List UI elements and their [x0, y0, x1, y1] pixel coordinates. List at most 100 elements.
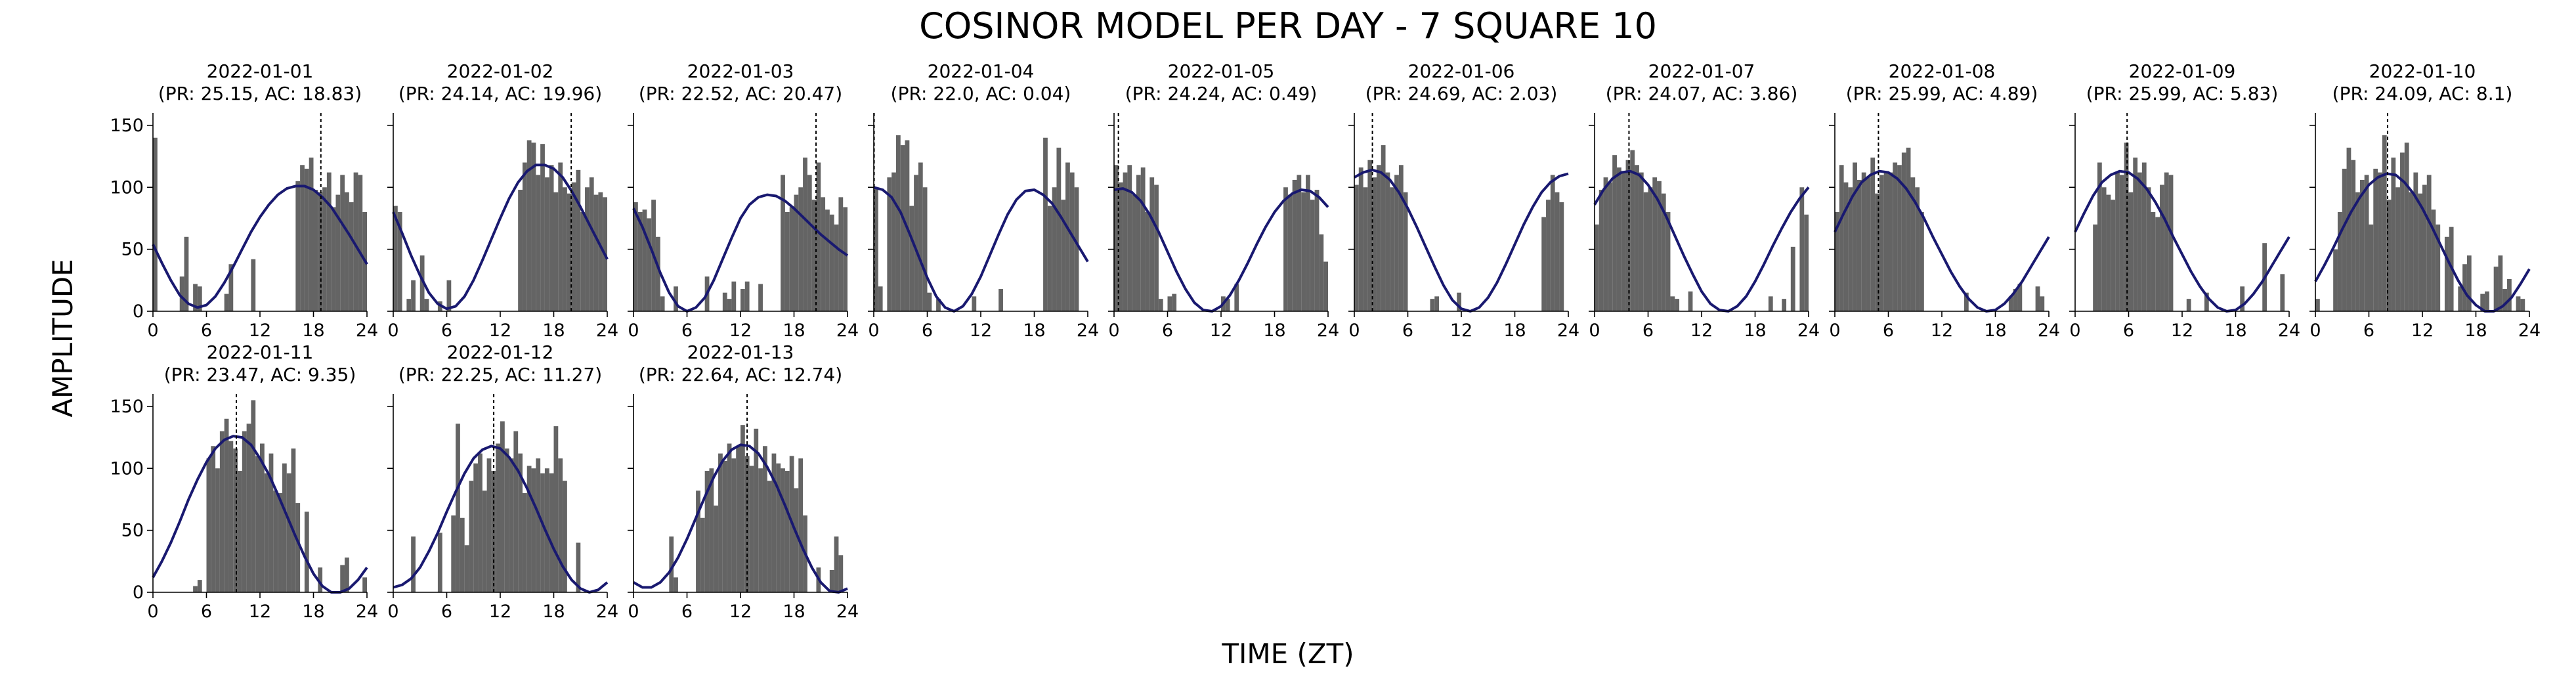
bar [593, 194, 599, 311]
x-tick-label: 6 [1642, 320, 1654, 341]
bar [731, 281, 737, 311]
subplot-title: 2022-01-13 [687, 341, 794, 363]
bar [2128, 192, 2134, 311]
x-tick-label: 6 [2363, 320, 2374, 341]
y-tick-label: 0 [133, 582, 144, 603]
bar [340, 175, 345, 311]
bar [179, 276, 184, 311]
bar [1287, 194, 1293, 311]
bar [2431, 209, 2436, 311]
bar [696, 491, 700, 592]
bar-series [1114, 165, 1328, 311]
bar [2017, 284, 2023, 311]
bar [784, 471, 790, 592]
bar [704, 471, 710, 592]
bar [1906, 147, 1911, 311]
bar [1065, 162, 1070, 311]
bar [660, 296, 665, 311]
subplot-title: 2022-01-07 [1648, 60, 1755, 82]
bar [1145, 212, 1150, 311]
x-tick-label: 24 [1557, 320, 1579, 341]
x-tick-label: 18 [302, 320, 324, 341]
bar [486, 458, 492, 592]
bar [451, 515, 456, 592]
bar [2151, 212, 2156, 311]
bar [2502, 289, 2508, 311]
bar [749, 466, 754, 592]
bar [762, 446, 767, 592]
bar-series [1595, 150, 1809, 311]
bar [1123, 172, 1128, 311]
bar [771, 453, 777, 592]
x-tick-label: 6 [922, 320, 933, 341]
bar [1363, 187, 1368, 311]
bar [1234, 284, 1239, 311]
bar [2386, 200, 2392, 311]
bar [580, 212, 586, 311]
bar [1358, 167, 1363, 311]
bar [642, 209, 647, 311]
subplot-title: 2022-01-03 [687, 60, 794, 82]
bar [496, 443, 500, 592]
y-tick-label: 100 [110, 458, 144, 479]
bar [1595, 224, 1599, 311]
bar [1915, 187, 1920, 311]
bar [2378, 172, 2382, 311]
x-tick-label: 6 [441, 320, 452, 341]
x-tick-label: 0 [868, 320, 879, 341]
bar [1550, 175, 1555, 311]
bar [829, 570, 834, 592]
figure-x-axis-label: TIME (ZT) [1221, 638, 1354, 670]
bar [1599, 190, 1604, 311]
subplot-title: 2022-01-04 [928, 60, 1035, 82]
bar [633, 202, 638, 311]
bar [909, 206, 914, 311]
bar [1385, 172, 1390, 311]
bar [2186, 299, 2191, 311]
bar [1306, 175, 1310, 311]
cosinor-curve [1834, 169, 2050, 313]
bar-series [411, 421, 581, 592]
subplot-6: 2022-01-06(PR: 24.69, AC: 2.03) 0 6 12 18 24 [1348, 60, 1579, 341]
bar [1367, 160, 1373, 311]
bar [1866, 177, 1871, 311]
bar [335, 194, 341, 311]
subplot-13: 2022-01-13(PR: 22.64, AC: 12.74) 0 6 12 18 24 [628, 341, 859, 622]
bar [549, 165, 554, 311]
bar [736, 446, 741, 592]
subplot-subtitle: (PR: 22.25, AC: 11.27) [398, 364, 602, 385]
bar [473, 463, 479, 592]
bar [1167, 296, 1172, 311]
y-tick-label: 0 [133, 301, 144, 322]
bar [887, 177, 892, 311]
bar [1114, 165, 1119, 311]
x-tick-label: 6 [681, 601, 693, 622]
bar [2137, 172, 2142, 311]
x-tick-label: 24 [356, 601, 378, 622]
bar [526, 140, 532, 311]
bar [874, 187, 878, 311]
bar [878, 286, 883, 311]
bar [1047, 206, 1052, 311]
bar [2141, 162, 2147, 311]
bar [1910, 177, 1916, 311]
bar [522, 493, 527, 592]
bar [1652, 177, 1658, 311]
bar [776, 463, 781, 592]
bar [1457, 292, 1461, 311]
bar [2422, 185, 2427, 311]
x-tick-label: 12 [489, 601, 511, 622]
bar [709, 468, 714, 592]
bar [153, 137, 158, 311]
bar [393, 206, 398, 311]
x-tick-label: 0 [1348, 320, 1360, 341]
x-tick-label: 0 [2069, 320, 2080, 341]
bar [304, 512, 309, 592]
x-tick-label: 6 [2123, 320, 2134, 341]
bar [1901, 152, 1906, 311]
bar [998, 289, 1003, 311]
bar [1648, 187, 1653, 311]
bar [647, 218, 652, 311]
x-tick-label: 12 [729, 320, 752, 341]
